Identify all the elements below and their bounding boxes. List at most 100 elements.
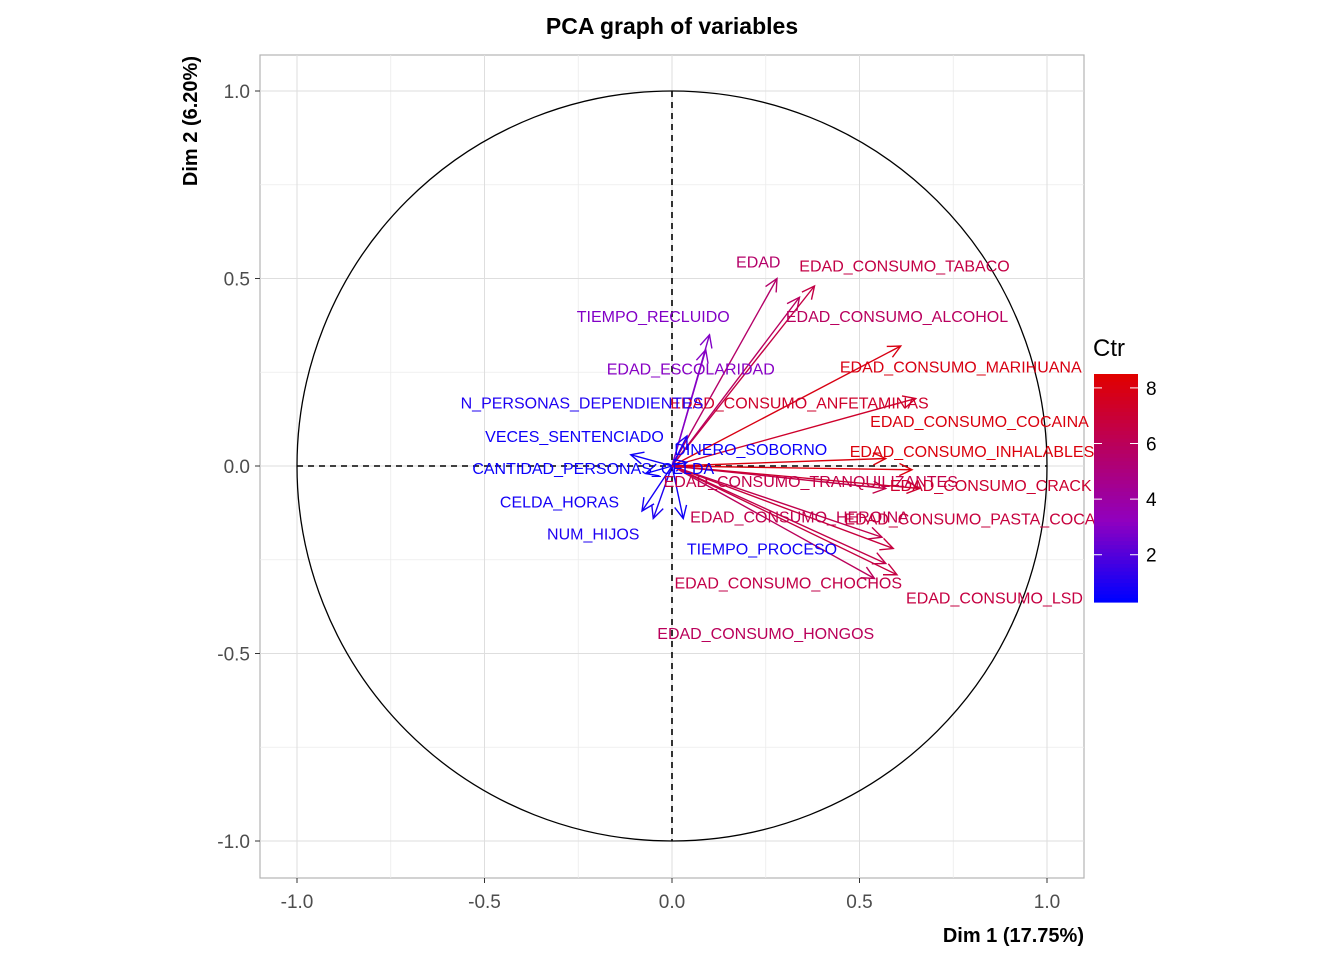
variable-label: CELDA_HORAS: [500, 495, 619, 512]
arrow-head: [879, 537, 895, 551]
colorbar-segment: [1094, 514, 1138, 519]
colorbar-segment: [1094, 590, 1138, 595]
colorbar-segment: [1094, 499, 1138, 504]
legend-title: Ctr: [1093, 335, 1125, 362]
arrow-shaft: [671, 465, 684, 519]
colorbar-segment: [1094, 537, 1138, 542]
variable-label: VECES_SENTENCIADO: [485, 429, 664, 446]
colorbar-segment: [1094, 381, 1138, 386]
variable-label: EDAD: [736, 255, 780, 272]
x-tick-label: 1.0: [1034, 892, 1060, 913]
colorbar-segment: [1094, 503, 1138, 508]
variable-label: EDAD_CONSUMO_CHOCHOS: [674, 575, 902, 592]
y-axis-title: Dim 2 (6.20%): [180, 56, 202, 186]
variable-label: EDAD_CONSUMO_CRACK: [890, 478, 1092, 495]
variable-label: DINERO_SOBORNO: [674, 442, 827, 459]
variable-label: N_PERSONAS_DEPENDIENTES: [461, 395, 704, 412]
variable-label: EDAD_CONSUMO_TRANQUILIZANTES: [664, 474, 958, 491]
variable-arrow: [671, 465, 876, 580]
colorbar-segment: [1094, 404, 1138, 409]
variable-arrow: [651, 465, 673, 521]
colorbar-segment: [1094, 457, 1138, 462]
colorbar-segment: [1094, 389, 1138, 394]
arrow-shaft: [630, 454, 673, 467]
colorbar-segment: [1094, 526, 1138, 531]
arrow-head: [871, 552, 888, 565]
colorbar-segment: [1094, 472, 1138, 478]
arrow-shaft: [652, 465, 673, 519]
colorbar-segment: [1094, 434, 1138, 440]
colorbar-segment: [1094, 598, 1138, 603]
colorbar-segment: [1094, 594, 1138, 599]
variable-label: EDAD_CONSUMO_HEROINA: [690, 510, 909, 527]
arrow-shaft: [671, 296, 801, 467]
colorbar-segment: [1094, 583, 1138, 588]
arrow-shaft: [671, 349, 707, 467]
x-tick-label: -0.5: [468, 892, 501, 913]
colorbar-segment: [1094, 507, 1138, 512]
variable-arrow: [671, 462, 914, 477]
colorbar-segment: [1094, 393, 1138, 398]
y-tick-label: -1.0: [217, 832, 250, 853]
y-tick-label: -0.5: [217, 645, 250, 666]
variable-arrow: [641, 465, 673, 513]
arrow-head: [868, 526, 884, 540]
variable-label: TIEMPO_PROCESO: [687, 542, 837, 559]
arrow-shaft: [671, 465, 894, 550]
colorbar-segment: [1094, 412, 1138, 417]
arrow-shaft: [671, 465, 913, 471]
arrow-shaft: [671, 465, 875, 580]
colorbar-segment: [1094, 510, 1138, 516]
colorbar-segment: [1094, 431, 1138, 436]
variable-arrow: [671, 277, 778, 467]
colorbar-segment: [1094, 408, 1138, 413]
variable-arrow: [671, 395, 918, 467]
colorbar-segment: [1094, 575, 1138, 580]
arrow-shaft: [671, 465, 887, 565]
variable-arrow: [671, 465, 884, 540]
variable-arrow: [671, 284, 816, 467]
colorbar-segment: [1094, 560, 1138, 565]
colorbar-segment: [1094, 484, 1138, 489]
variable-label: EDAD_CONSUMO_ALCOHOL: [786, 309, 1008, 326]
arrow-head: [675, 434, 688, 451]
x-tick-label: 0.5: [846, 892, 872, 913]
colorbar-segment: [1094, 446, 1138, 451]
colorbar-segment: [1094, 423, 1138, 428]
arrow-head: [860, 566, 876, 580]
variable-arrow: [629, 451, 673, 467]
colorbar-tick-label: 2: [1146, 546, 1157, 567]
variable-arrow: [671, 434, 688, 467]
chart-title: PCA graph of variables: [546, 13, 798, 39]
variable-label: EDAD_CONSUMO_HONGOS: [657, 626, 874, 643]
colorbar-segment: [1094, 567, 1138, 573]
arrow-shaft: [671, 345, 902, 467]
x-tick-label: 0.0: [659, 892, 685, 913]
arrow-shaft: [671, 457, 886, 467]
arrow-head: [906, 480, 922, 495]
arrow-head: [899, 462, 914, 477]
colorbar-segment: [1094, 552, 1138, 557]
variable-arrow: [671, 465, 888, 565]
colorbar-segment: [1094, 442, 1138, 447]
arrow-head: [695, 348, 709, 364]
arrow-shaft: [671, 465, 920, 490]
arrow-shaft: [671, 285, 816, 467]
colorbar-segment: [1094, 476, 1138, 481]
variable-arrow: [671, 345, 903, 467]
colorbar-segment: [1094, 579, 1138, 584]
arrow-head: [801, 284, 816, 300]
arrow-head: [765, 277, 778, 293]
colorbar-segment: [1094, 400, 1138, 405]
colorbar-segment: [1094, 491, 1138, 497]
x-tick-label: -1.0: [281, 892, 314, 913]
colorbar-segment: [1094, 374, 1138, 379]
variable-labels: EDAD EDAD_CONSUMO_TABACO TIEMPO_RECLUIDO ED…: [461, 255, 1123, 643]
variable-label: EDAD_CONSUMO_TABACO: [799, 258, 1009, 275]
variable-label: CANTIDAD_PERSONAS_CELDA: [472, 461, 714, 478]
variable-label: EDAD_CONSUMO_INHALABLES: [850, 444, 1095, 461]
arrow-head: [786, 295, 801, 312]
y-tick-label: 1.0: [224, 82, 250, 103]
arrow-head: [651, 504, 664, 521]
